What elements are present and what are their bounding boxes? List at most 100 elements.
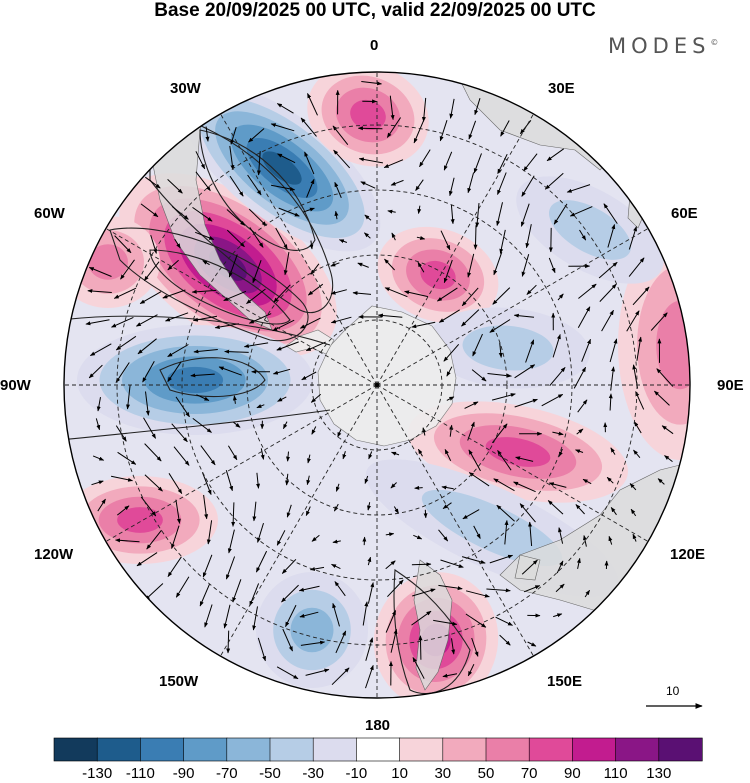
wind-arrow <box>521 559 538 575</box>
wind-arrow <box>384 287 408 298</box>
wind-arrow <box>629 483 637 491</box>
wind-arrow <box>440 230 451 251</box>
wind-arrow <box>281 584 299 603</box>
wind-arrow <box>278 207 300 217</box>
wind-arrow <box>365 637 374 661</box>
wind-arrow <box>364 475 369 484</box>
wind-arrow <box>115 538 140 543</box>
wind-arrow <box>415 179 424 192</box>
wind-arrow <box>171 525 180 549</box>
wind-arrow <box>334 210 339 220</box>
wind-arrow <box>333 503 339 512</box>
wind-arrow <box>473 225 478 250</box>
wind-arrow <box>140 496 157 517</box>
wind-arrow <box>334 581 346 597</box>
wind-arrow <box>608 393 613 411</box>
wind-arrow <box>467 172 475 194</box>
wind-arrow <box>334 181 342 198</box>
wind-arrow <box>150 234 157 254</box>
wind-arrow <box>412 588 436 597</box>
colorbar-swatch <box>572 737 617 762</box>
anomaly-band <box>462 325 554 371</box>
wind-arrow <box>526 284 537 295</box>
wind-arrow <box>552 334 561 358</box>
wind-arrow <box>391 451 400 456</box>
reference-vector-value: 10 <box>666 684 680 698</box>
wind-arrow <box>310 393 322 403</box>
wind-arrow <box>171 423 188 443</box>
wind-arrow <box>257 637 266 662</box>
wind-arrow <box>331 563 341 570</box>
wind-arrow <box>474 98 481 116</box>
wind-arrow <box>607 224 616 248</box>
wind-arrow <box>541 393 564 407</box>
wind-arrow <box>601 309 614 332</box>
wind-arrow <box>192 206 213 222</box>
wind-arrow <box>519 503 536 523</box>
wind-arrow <box>195 171 211 192</box>
wind-arrow <box>385 560 396 570</box>
wind-arrow <box>465 590 490 598</box>
wind-arrow <box>416 236 426 240</box>
wind-arrow <box>145 176 161 189</box>
colorbar-swatch <box>96 737 141 762</box>
anomaly-positive-110e <box>408 401 628 503</box>
wind-arrow <box>228 254 238 278</box>
wind-arrow <box>229 145 235 171</box>
meridian-line <box>376 228 648 386</box>
wind-arrow <box>87 289 112 294</box>
wind-arrow <box>192 315 218 322</box>
wind-arrow <box>582 478 592 485</box>
wind-arrow <box>582 535 587 547</box>
wind-arrow <box>444 448 452 462</box>
wind-arrow <box>632 286 650 306</box>
lon-label-0: 0 <box>370 37 379 54</box>
wind-arrow <box>277 153 296 164</box>
wind-arrow <box>332 602 340 627</box>
wind-arrow <box>544 172 564 190</box>
wind-arrow <box>276 666 299 680</box>
wind-arrow <box>342 451 347 460</box>
wind-arrow <box>433 619 458 626</box>
wind-arrow <box>120 259 135 280</box>
colorbar-tick-label: -110 <box>125 765 155 782</box>
wind-arrow <box>352 291 372 296</box>
map-disk <box>64 72 690 698</box>
wind-arrow <box>498 342 503 358</box>
wind-arrow <box>146 529 162 550</box>
wind-arrow <box>144 443 162 462</box>
wind-arrow <box>256 151 261 176</box>
wind-arrow <box>195 151 206 170</box>
height-contour <box>393 569 471 695</box>
wind-arrow <box>413 534 423 540</box>
wind-arrow <box>523 585 541 593</box>
wind-arrow <box>167 344 189 358</box>
wind-arrow <box>636 336 643 361</box>
wind-arrow <box>282 628 293 652</box>
wind-arrow <box>224 349 249 354</box>
wind-arrow <box>499 229 506 254</box>
wind-arrow <box>496 202 503 226</box>
wind-arrow <box>190 373 215 378</box>
wind-arrow <box>364 232 371 239</box>
wind-arrow <box>461 556 486 564</box>
wind-arrow <box>575 449 584 454</box>
wind-arrow <box>449 424 454 437</box>
wind-arrow <box>202 260 210 266</box>
wind-arrow <box>553 203 568 225</box>
wind-arrow <box>367 556 372 566</box>
wind-arrow <box>385 532 395 537</box>
anomaly-negative-60e <box>516 176 664 284</box>
wind-arrow <box>144 583 164 601</box>
wind-arrow <box>252 260 262 284</box>
wind-arrow <box>167 361 182 383</box>
wind-arrow <box>270 123 295 132</box>
wind-arrow <box>307 454 311 464</box>
wind-arrow <box>97 498 106 512</box>
wind-arrow <box>418 635 423 660</box>
wind-arrow <box>248 128 265 143</box>
meridian-line <box>220 114 378 386</box>
wind-arrow <box>286 451 291 462</box>
wind-arrow <box>446 396 455 401</box>
wind-arrow <box>390 179 404 186</box>
